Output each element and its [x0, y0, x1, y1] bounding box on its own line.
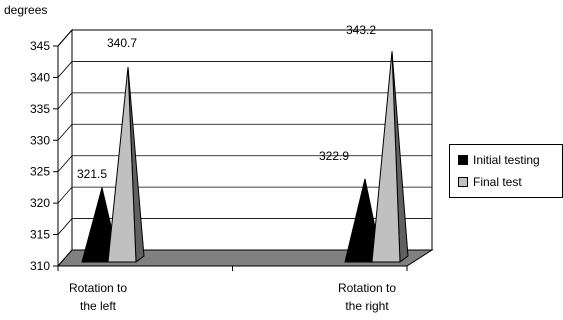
- bar-front-face: [344, 178, 374, 263]
- bar-front-face: [81, 187, 111, 263]
- data-label: 321.5: [77, 167, 107, 181]
- data-label: 340.7: [107, 36, 137, 50]
- gridline-side: [57, 124, 73, 141]
- y-tick-label: 325: [30, 165, 50, 179]
- x-axis: Rotation to the left Rotation to the right: [57, 265, 408, 313]
- gridline-side: [57, 92, 73, 110]
- x-tick-label: Rotation to: [69, 281, 127, 295]
- side-wall-panel: [57, 28, 73, 268]
- legend-label-initial-testing: Initial testing: [473, 153, 540, 167]
- y-tick-label: 320: [30, 196, 50, 210]
- x-tick-label: the left: [80, 299, 117, 313]
- y-tick-label: 310: [30, 259, 50, 273]
- y-tick-label: 315: [30, 228, 50, 242]
- legend-swatch-final-test: [458, 177, 468, 187]
- bar-final-test: [371, 51, 409, 263]
- data-label: 322.9: [319, 149, 349, 163]
- y-axis: 310 315 320 325 330 335 340 345 degrees: [4, 3, 59, 273]
- gridline-side: [57, 186, 73, 204]
- gridline-side: [57, 29, 73, 47]
- chart-marks: [81, 51, 409, 263]
- x-tick-label: the right: [345, 299, 389, 313]
- gridline-side: [57, 155, 73, 172]
- legend-item-final-test: Final test: [458, 175, 522, 189]
- bar-front-face: [107, 66, 137, 263]
- legend: Initial testing Final test: [449, 144, 563, 198]
- x-tick-label: Rotation to: [338, 281, 396, 295]
- legend-swatch-initial-testing: [458, 155, 468, 165]
- data-label: 343.2: [346, 23, 376, 37]
- legend-label-final-test: Final test: [473, 175, 522, 189]
- gridline-side: [57, 61, 73, 78]
- y-tick-label: 340: [30, 70, 50, 84]
- bar-front-face: [371, 51, 401, 263]
- legend-item-initial-testing: Initial testing: [458, 153, 540, 167]
- y-tick-label: 330: [30, 133, 50, 147]
- bar-final-test: [107, 66, 145, 263]
- chart-data-labels: 321.5 340.7 322.9 343.2: [77, 23, 376, 181]
- y-tick-label: 345: [30, 39, 50, 53]
- y-axis-label: degrees: [4, 3, 47, 17]
- gridline-side: [57, 218, 73, 235]
- y-tick-label: 335: [30, 102, 50, 116]
